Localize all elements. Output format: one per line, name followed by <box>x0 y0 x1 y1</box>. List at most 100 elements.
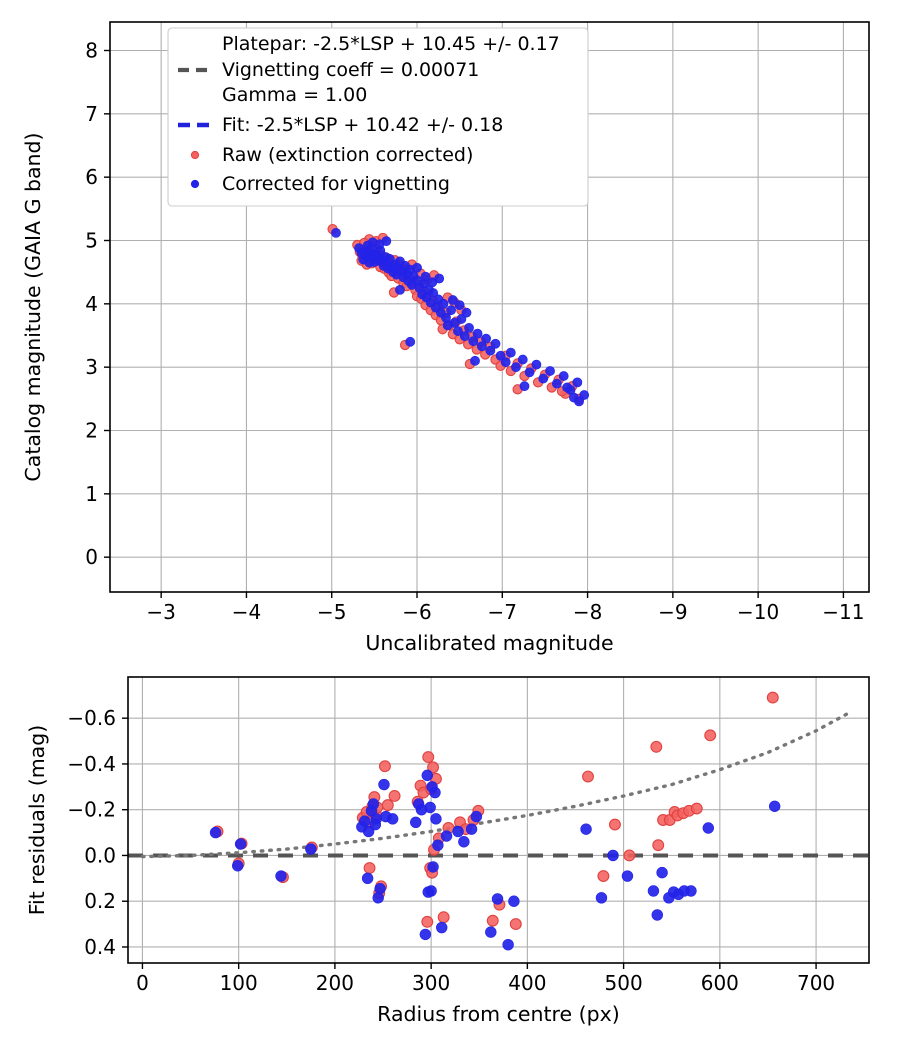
data-point <box>491 893 504 905</box>
data-point <box>209 826 222 839</box>
data-point <box>464 322 474 333</box>
data-point <box>597 870 610 883</box>
data-point <box>551 378 562 389</box>
data-point <box>374 882 386 895</box>
tick-label-y: 2 <box>85 419 98 443</box>
tick-label-y: 7 <box>85 102 98 126</box>
data-point <box>388 790 401 802</box>
top-panel-ticks: −3 −4 −5 −6 −7 −8 −9 −10 −11 0 1 2 3 4 5 6 7 8 <box>85 39 864 625</box>
bottom-panel: 0 100 200 300 400 500 600 700 0.4 0.2 0.0 −0.2 −0.4 −… <box>25 676 870 1026</box>
tick-label-x: −9 <box>658 600 687 624</box>
bottom-panel-gridlines <box>128 677 869 963</box>
legend-label: Vignetting coeff = 0.00071 <box>222 59 479 81</box>
tick-label-x: −6 <box>402 600 431 624</box>
data-point <box>569 392 579 403</box>
data-point <box>361 872 374 885</box>
legend-handle-raw-marker <box>190 150 200 160</box>
tick-label-x: 700 <box>797 971 835 995</box>
y-axis-title: Fit residuals (mag) <box>25 725 49 916</box>
data-point <box>531 359 542 370</box>
data-point <box>650 740 663 753</box>
tick-label-x: −10 <box>737 600 779 624</box>
data-point <box>470 355 480 366</box>
data-point <box>456 314 467 324</box>
data-point <box>476 341 487 352</box>
data-point <box>580 823 592 835</box>
data-point <box>234 838 247 850</box>
data-point <box>419 928 432 941</box>
legend-box <box>167 27 589 207</box>
tick-label-y: 3 <box>85 355 98 379</box>
x-axis-title: Uncalibrated magnitude <box>365 631 613 655</box>
data-point <box>438 298 449 309</box>
data-point <box>607 849 619 862</box>
tick-label-x: 600 <box>701 971 739 995</box>
tick-label-y: −0.2 <box>67 798 116 822</box>
data-point <box>579 390 590 400</box>
data-point <box>275 870 287 882</box>
data-point <box>508 895 520 907</box>
data-point <box>704 729 717 742</box>
data-point <box>511 362 521 373</box>
tick-label-x: 0 <box>136 971 149 995</box>
legend-label: Fit: -2.5*LSP + 10.42 +/- 0.18 <box>222 114 503 136</box>
data-point <box>509 918 522 931</box>
data-point <box>305 843 317 855</box>
data-point <box>582 770 594 783</box>
data-point <box>459 331 470 342</box>
data-point <box>468 336 479 347</box>
data-point <box>367 798 380 810</box>
legend-label: Platepar: -2.5*LSP + 10.45 +/- 0.17 <box>222 33 560 55</box>
data-point <box>454 300 465 310</box>
data-point <box>426 781 438 793</box>
data-point <box>436 921 448 934</box>
data-point <box>572 377 583 388</box>
data-point <box>437 911 450 924</box>
legend-label: Raw (extinction corrected) <box>222 144 473 166</box>
tick-label-y: 1 <box>85 482 98 506</box>
data-point <box>428 288 439 298</box>
data-point <box>362 825 375 838</box>
data-point <box>608 818 621 831</box>
data-point <box>652 839 665 852</box>
data-point <box>370 813 382 825</box>
tick-label-y: 0.4 <box>84 935 116 959</box>
tick-label-x: −7 <box>488 600 517 624</box>
data-point <box>422 751 435 764</box>
tick-label-y: 0.2 <box>84 889 116 913</box>
bottom-panel-frame <box>127 676 870 964</box>
data-point <box>647 885 660 897</box>
data-point <box>538 373 549 384</box>
data-point <box>378 778 390 791</box>
bottom-panel-data <box>128 691 869 951</box>
data-point <box>395 284 405 295</box>
tick-label-x: 300 <box>412 971 450 995</box>
data-point <box>766 691 779 704</box>
data-point <box>485 926 497 938</box>
tick-label-y: 8 <box>85 39 98 63</box>
tick-label-y: 4 <box>85 292 98 316</box>
data-point <box>465 823 478 835</box>
tick-label-y: 0.0 <box>84 843 116 867</box>
y-axis-title: Catalog magnitude (GAIA G band) <box>21 132 45 481</box>
bottom-panel-ticks: 0 100 200 300 400 500 600 700 0.4 0.2 0.0 −0.2 −0.4 −… <box>67 706 835 995</box>
data-point <box>363 862 376 874</box>
tick-label-y: −0.4 <box>67 752 116 776</box>
x-axis-title: Radius from centre (px) <box>377 1002 620 1026</box>
tick-label-y: 0 <box>85 545 98 569</box>
data-point <box>359 815 371 827</box>
tick-label-x: −4 <box>232 600 261 624</box>
series-corrected <box>209 769 781 951</box>
data-point <box>362 240 373 251</box>
data-point <box>232 860 244 872</box>
data-point <box>446 305 457 316</box>
data-point <box>623 849 636 862</box>
data-point <box>452 825 464 838</box>
data-point <box>378 760 391 773</box>
tick-label-y: 5 <box>85 229 98 253</box>
top-panel-data <box>327 223 590 407</box>
tick-label-y: −0.6 <box>67 706 116 730</box>
data-point <box>410 816 422 828</box>
data-point <box>702 822 714 834</box>
